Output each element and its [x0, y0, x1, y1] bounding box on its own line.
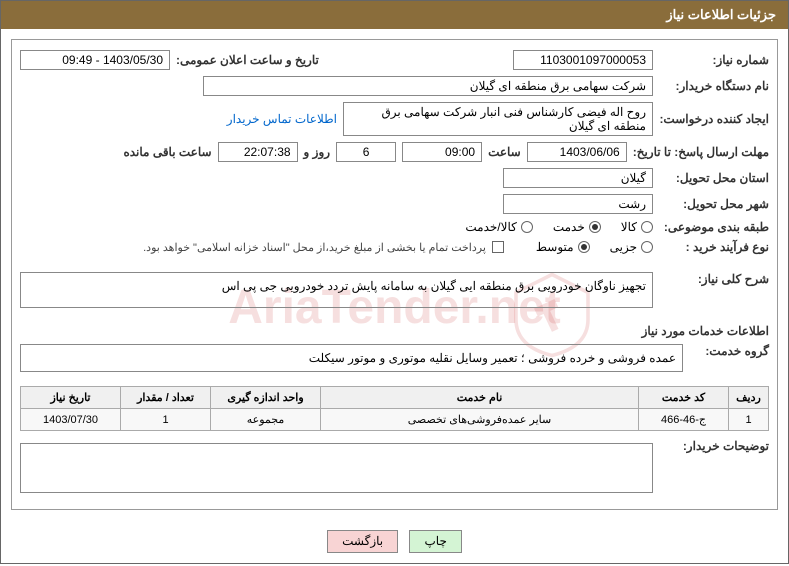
- td-code: ج-46-466: [639, 409, 729, 431]
- requester-value: روح اله فیضی کارشناس فنی انبار شرکت سهام…: [343, 102, 653, 136]
- need-number-value: 1103001097000053: [513, 50, 653, 70]
- row-requester: ایجاد کننده درخواست: روح اله فیضی کارشنا…: [20, 102, 769, 136]
- radio-icon: [641, 241, 653, 253]
- process-option-1-label: متوسط: [536, 240, 574, 254]
- category-label: طبقه بندی موضوعی:: [659, 220, 769, 234]
- need-number-label: شماره نیاز:: [659, 53, 769, 67]
- radio-icon: [521, 221, 533, 233]
- deadline-days: 6: [336, 142, 396, 162]
- treasury-checkbox[interactable]: [492, 241, 504, 253]
- table-row: 1 ج-46-466 سایر عمده‌فروشی‌های تخصصی مجم…: [21, 409, 769, 431]
- announce-date-label: تاریخ و ساعت اعلان عمومی:: [176, 53, 319, 67]
- td-unit: مجموعه: [211, 409, 321, 431]
- deadline-time: 09:00: [402, 142, 482, 162]
- deadline-date: 1403/06/06: [527, 142, 627, 162]
- row-description: شرح کلی نیاز: تجهیز ناوگان خودرویی برق م…: [20, 272, 769, 316]
- td-row: 1: [729, 409, 769, 431]
- services-table: ردیف کد خدمت نام خدمت واحد اندازه گیری ت…: [20, 386, 769, 431]
- button-row: چاپ بازگشت: [1, 520, 788, 563]
- province-label: استان محل تحویل:: [659, 171, 769, 185]
- panel-header: جزئیات اطلاعات نیاز: [1, 1, 788, 29]
- description-box: تجهیز ناوگان خودرویی برق منطقه ایی گیلان…: [20, 272, 653, 308]
- buyer-value: شرکت سهامی برق منطقه ای گیلان: [203, 76, 653, 96]
- description-label: شرح کلی نیاز:: [659, 272, 769, 286]
- table-header-row: ردیف کد خدمت نام خدمت واحد اندازه گیری ت…: [21, 387, 769, 409]
- deadline-days-label: روز و: [304, 145, 331, 159]
- category-option-2-label: کالا/خدمت: [465, 220, 516, 234]
- row-deadline: مهلت ارسال پاسخ: تا تاریخ: 1403/06/06 سا…: [20, 142, 769, 162]
- row-buyer: نام دستگاه خریدار: شرکت سهامی برق منطقه …: [20, 76, 769, 96]
- back-button[interactable]: بازگشت: [327, 530, 398, 553]
- treasury-note: پرداخت تمام یا بخشی از مبلغ خرید،از محل …: [143, 241, 486, 254]
- row-buyer-notes: توضیحات خریدار:: [20, 439, 769, 493]
- radio-icon-checked: [589, 221, 601, 233]
- announce-date-value: 1403/05/30 - 09:49: [20, 50, 170, 70]
- city-label: شهر محل تحویل:: [659, 197, 769, 211]
- buyer-label: نام دستگاه خریدار:: [659, 79, 769, 93]
- category-option-service[interactable]: خدمت: [553, 220, 601, 234]
- category-option-both[interactable]: کالا/خدمت: [465, 220, 532, 234]
- category-option-1-label: خدمت: [553, 220, 585, 234]
- buyer-notes-label: توضیحات خریدار:: [659, 439, 769, 453]
- th-name: نام خدمت: [321, 387, 639, 409]
- th-code: کد خدمت: [639, 387, 729, 409]
- service-info-title: اطلاعات خدمات مورد نیاز: [20, 324, 769, 338]
- main-container: جزئیات اطلاعات نیاز AriaTender.net شماره…: [0, 0, 789, 564]
- radio-icon-checked: [578, 241, 590, 253]
- row-process-type: نوع فرآیند خرید : جزیی متوسط پرداخت تمام…: [20, 240, 769, 254]
- print-button[interactable]: چاپ: [409, 530, 461, 553]
- row-province: استان محل تحویل: گیلان: [20, 168, 769, 188]
- row-city: شهر محل تحویل: رشت: [20, 194, 769, 214]
- th-row: ردیف: [729, 387, 769, 409]
- th-date蒸: تاریخ نیاز: [21, 387, 121, 409]
- header-title: جزئیات اطلاعات نیاز: [666, 7, 776, 22]
- buyer-notes-textarea: [20, 443, 653, 493]
- requester-label: ایجاد کننده درخواست:: [659, 112, 769, 126]
- deadline-label: مهلت ارسال پاسخ: تا تاریخ:: [633, 145, 769, 159]
- th-qty: تعداد / مقدار: [121, 387, 211, 409]
- category-option-goods[interactable]: کالا: [621, 220, 653, 234]
- process-radio-group: جزیی متوسط: [536, 240, 653, 254]
- buyer-contact-link[interactable]: اطلاعات تماس خریدار: [227, 112, 337, 126]
- process-option-0-label: جزیی: [610, 240, 637, 254]
- process-type-label: نوع فرآیند خرید :: [659, 240, 769, 254]
- th-unit: واحد اندازه گیری: [211, 387, 321, 409]
- td-qty: 1: [121, 409, 211, 431]
- row-need-number: شماره نیاز: 1103001097000053 تاریخ و ساع…: [20, 50, 769, 70]
- deadline-remain-label: ساعت باقی مانده: [123, 145, 211, 159]
- process-option-minor[interactable]: جزیی: [610, 240, 653, 254]
- deadline-counter: 22:07:38: [218, 142, 298, 162]
- category-radio-group: کالا خدمت کالا/خدمت: [465, 220, 653, 234]
- row-service-group: گروه خدمت: عمده فروشی و خرده فروشی ؛ تعم…: [20, 344, 769, 380]
- city-value: رشت: [503, 194, 653, 214]
- row-category: طبقه بندی موضوعی: کالا خدمت کالا/خدمت: [20, 220, 769, 234]
- description-value: تجهیز ناوگان خودرویی برق منطقه ایی گیلان…: [222, 279, 646, 293]
- province-value: گیلان: [503, 168, 653, 188]
- deadline-time-label: ساعت: [488, 145, 521, 159]
- td-date: 1403/07/30: [21, 409, 121, 431]
- details-panel: AriaTender.net شماره نیاز: 1103001097000…: [11, 39, 778, 510]
- td-name: سایر عمده‌فروشی‌های تخصصی: [321, 409, 639, 431]
- process-option-medium[interactable]: متوسط: [536, 240, 590, 254]
- service-group-label: گروه خدمت:: [689, 344, 769, 358]
- category-option-0-label: کالا: [621, 220, 637, 234]
- radio-icon: [641, 221, 653, 233]
- service-group-box: عمده فروشی و خرده فروشی ؛ تعمیر وسایل نق…: [20, 344, 683, 372]
- service-group-value: عمده فروشی و خرده فروشی ؛ تعمیر وسایل نق…: [309, 351, 676, 365]
